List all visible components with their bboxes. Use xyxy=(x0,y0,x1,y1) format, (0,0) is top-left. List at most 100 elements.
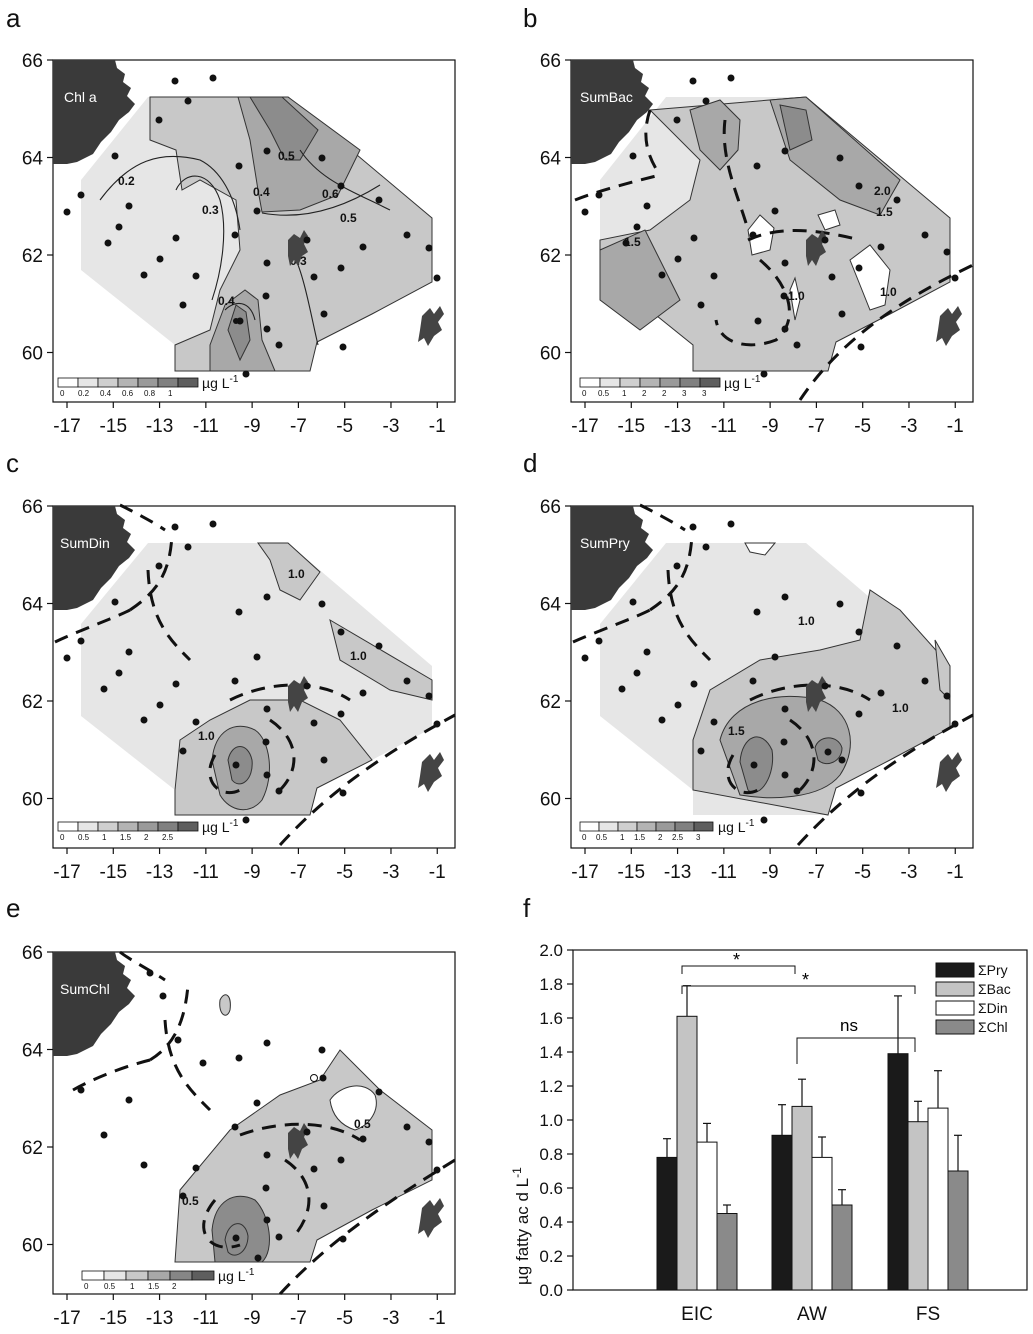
front-line-d1 xyxy=(572,608,651,644)
stations-d xyxy=(581,520,959,824)
y-tick-label: 66 xyxy=(22,497,43,518)
legend-tick-d3: 1 xyxy=(620,833,625,842)
station-point xyxy=(951,720,959,728)
station-point xyxy=(192,718,200,726)
y-tick-label: 66 xyxy=(540,51,561,72)
y-tick-label: 60 xyxy=(22,1236,43,1257)
x-tick-label: -17 xyxy=(571,416,598,437)
bar-sum-chl xyxy=(831,1204,853,1291)
station-point xyxy=(760,370,768,378)
station-point xyxy=(77,1086,85,1094)
legend-tick-a2: 0.2 xyxy=(78,389,90,398)
legend-tick-d5: 2 xyxy=(658,833,663,842)
panel-letter-c: c xyxy=(6,448,19,478)
map-label-c: SumDin xyxy=(60,535,110,551)
x-tick-label: -9 xyxy=(762,862,779,883)
station-point xyxy=(781,147,789,155)
station-point xyxy=(171,523,179,531)
station-point xyxy=(253,1099,261,1107)
station-point xyxy=(263,1216,271,1224)
station-point xyxy=(836,154,844,162)
bar-category-label: AW xyxy=(797,1304,827,1325)
x-tick-label: -7 xyxy=(808,862,825,883)
station-point xyxy=(595,191,603,199)
station-point xyxy=(242,816,250,824)
contour-fill-c2 xyxy=(257,542,321,601)
station-point xyxy=(828,273,836,281)
contour-fill-c5 xyxy=(227,746,253,785)
stations-a xyxy=(63,74,441,378)
legend-tick-b2: 0.5 xyxy=(598,389,610,398)
station-point xyxy=(233,318,239,324)
station-point xyxy=(793,341,801,349)
station-point xyxy=(115,669,123,677)
contour-label-b3: 1.5 xyxy=(876,205,893,219)
y-tick-label: 66 xyxy=(22,51,43,72)
station-point xyxy=(318,154,326,162)
y-tick-label: 60 xyxy=(22,344,43,365)
station-point xyxy=(235,162,243,170)
front-line-b2 xyxy=(644,109,662,176)
station-point xyxy=(318,1046,326,1054)
contour-label-b5: 1.0 xyxy=(880,285,897,299)
station-point xyxy=(629,152,637,160)
x-tick-label: -1 xyxy=(429,862,446,883)
x-tick-label: -9 xyxy=(244,416,261,437)
contour-label-a5: 0.6 xyxy=(322,187,339,201)
contour-line-a5 xyxy=(295,259,319,346)
front-line-e3 xyxy=(163,1019,212,1112)
station-point xyxy=(622,239,630,247)
station-point xyxy=(125,202,133,210)
legend-swatch xyxy=(935,962,975,978)
colorbar-e: 0 0.5 1 1.5 2 µg L-1 xyxy=(81,1267,255,1291)
contour-fill-e4 xyxy=(329,1085,377,1131)
station-point xyxy=(359,243,367,251)
station-point xyxy=(310,719,318,727)
x-tick-label: -1 xyxy=(429,416,446,437)
legend-unit-d: µg L-1 xyxy=(718,818,755,835)
contour-label-a1: 0.2 xyxy=(118,174,135,188)
contour-label-a7: 0.4 xyxy=(218,294,235,308)
station-point xyxy=(63,208,71,216)
x-tick-label: -5 xyxy=(854,862,871,883)
x-tick-label: -15 xyxy=(100,862,127,883)
annotation-star-2: * xyxy=(802,970,809,990)
station-point xyxy=(174,1036,182,1044)
station-point xyxy=(673,116,681,124)
station-point xyxy=(433,1166,441,1174)
bracket-1 xyxy=(681,965,796,974)
legend-tick-c4: 1.5 xyxy=(120,833,132,842)
front-line-c2 xyxy=(129,534,174,612)
station-point xyxy=(275,1233,283,1241)
legend-tick-a1: 0 xyxy=(60,389,65,398)
station-point xyxy=(199,1059,207,1067)
station-point xyxy=(893,642,901,650)
station-point xyxy=(760,816,768,824)
station-point xyxy=(793,787,801,795)
station-point xyxy=(303,1128,311,1136)
station-point xyxy=(318,600,326,608)
station-point xyxy=(690,234,698,242)
stations-b xyxy=(581,74,959,378)
contour-label-c2: 1.0 xyxy=(350,649,367,663)
station-point xyxy=(674,255,682,263)
x-tick-label: -1 xyxy=(947,862,964,883)
front-line-b3 xyxy=(722,119,750,231)
station-point xyxy=(658,716,666,724)
station-point xyxy=(192,272,200,280)
station-point xyxy=(209,74,217,82)
x-tick-label: -5 xyxy=(336,416,353,437)
front-line-b5 xyxy=(714,258,791,347)
map-label-e: SumChl xyxy=(60,981,110,997)
legend-tick-e1: 0 xyxy=(84,1282,89,1291)
y-tick-label: 60 xyxy=(22,790,43,811)
map-panel-d: d 1.0 1.0 1.5 SumPry xyxy=(523,448,974,849)
x-tick-label: -9 xyxy=(244,862,261,883)
station-point xyxy=(184,97,192,105)
x-tick-label: -5 xyxy=(854,416,871,437)
bar-y-axis-label: µg fatty ac d L-1 xyxy=(510,1167,532,1285)
legend-tick-b3: 1 xyxy=(622,389,627,398)
station-point xyxy=(253,207,261,215)
front-line-b1 xyxy=(574,173,661,202)
x-tick-label: -3 xyxy=(901,862,918,883)
